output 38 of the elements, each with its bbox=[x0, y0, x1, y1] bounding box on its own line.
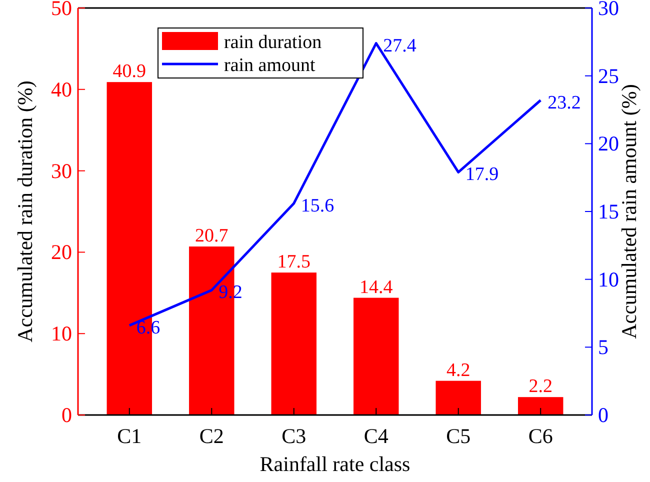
bar bbox=[518, 397, 564, 415]
y-tick-label: 20 bbox=[51, 240, 72, 264]
y-tick-label: 0 bbox=[62, 403, 72, 427]
x-tick-label: C3 bbox=[282, 424, 306, 448]
y2-tick-label: 25 bbox=[598, 64, 619, 88]
y2-tick-label: 30 bbox=[598, 0, 619, 20]
data-label: 15.6 bbox=[300, 195, 334, 216]
y2-tick-label: 0 bbox=[598, 403, 608, 427]
data-label: 17.9 bbox=[465, 164, 499, 186]
y-tick-label: 50 bbox=[51, 0, 72, 20]
legend-label: rain amount bbox=[224, 55, 316, 76]
y2-tick-label: 5 bbox=[598, 335, 608, 360]
data-label: 2.2 bbox=[528, 376, 552, 398]
bar bbox=[436, 380, 481, 415]
y-tick-label: 40 bbox=[51, 77, 72, 102]
x-axis-title: Rainfall rate class bbox=[260, 452, 410, 476]
y-axis-title: Accumulated rain duration (%) bbox=[13, 80, 37, 342]
data-label: 23.2 bbox=[548, 92, 581, 114]
x-tick-label: C1 bbox=[117, 424, 142, 448]
y-tick-label: 10 bbox=[51, 322, 72, 346]
data-label: 17.5 bbox=[277, 252, 311, 273]
legend-label: rain duration bbox=[224, 32, 322, 53]
data-label: 20.7 bbox=[195, 226, 228, 246]
data-label: 14.4 bbox=[359, 276, 394, 298]
data-label: 40.9 bbox=[112, 61, 146, 82]
x-tick-label: C2 bbox=[199, 424, 224, 448]
x-tick-label: C5 bbox=[446, 424, 471, 448]
y2-axis-title: Accumulated rain amount (%) bbox=[617, 84, 641, 339]
bar bbox=[354, 298, 399, 415]
y-tick-label: 30 bbox=[51, 158, 72, 183]
x-tick-label: C6 bbox=[528, 424, 553, 448]
data-label: 4.2 bbox=[446, 360, 470, 381]
data-label: 27.4 bbox=[383, 35, 417, 56]
x-tick-label: C4 bbox=[364, 424, 389, 448]
y2-tick-label: 10 bbox=[598, 267, 619, 292]
bar bbox=[271, 272, 316, 415]
y2-tick-label: 15 bbox=[598, 200, 619, 224]
y2-tick-label: 20 bbox=[598, 132, 619, 156]
